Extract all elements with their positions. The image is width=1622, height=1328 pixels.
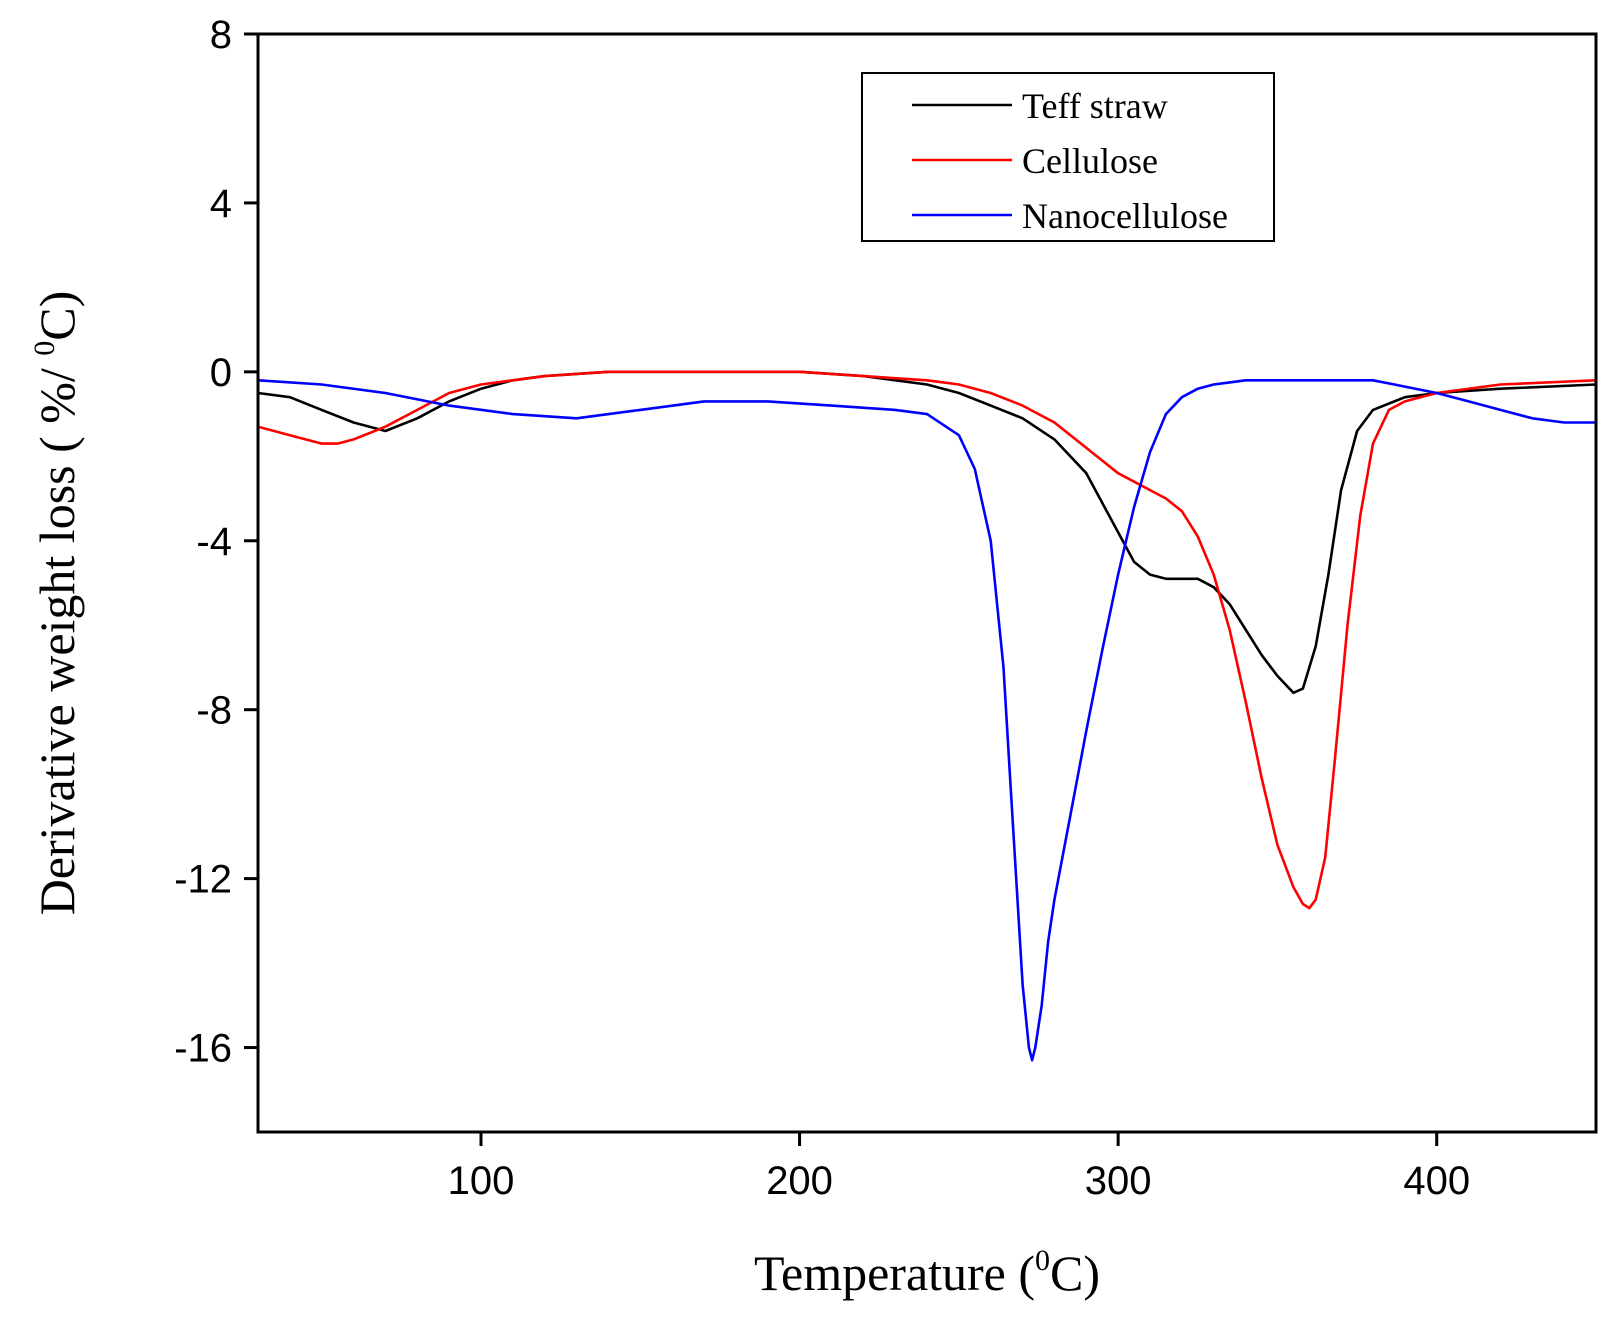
series-line-nanocellulose bbox=[258, 378, 1596, 1062]
y-axis-title-sup: 0 bbox=[28, 341, 61, 356]
legend-label-teff-straw: Teff straw bbox=[1022, 86, 1168, 126]
x-tick-label-200: 200 bbox=[766, 1159, 833, 1203]
y-axis-title-suffix: C) bbox=[29, 291, 85, 341]
x-tick-label-300: 300 bbox=[1085, 1159, 1152, 1203]
legend-label-cellulose: Cellulose bbox=[1022, 141, 1158, 181]
y-tick-label-8: 8 bbox=[210, 13, 232, 57]
x-axis-title-prefix: Temperature ( bbox=[754, 1245, 1035, 1301]
y-tick-label-0: 0 bbox=[210, 351, 232, 395]
y-axis-title: Derivative weight loss ( %/ 0C) bbox=[28, 291, 85, 916]
series-layer bbox=[258, 370, 1596, 1062]
series-line-cellulose bbox=[258, 370, 1596, 910]
y-tick-label--16: -16 bbox=[174, 1027, 232, 1071]
plot-frame bbox=[256, 32, 1598, 1134]
y-tick-label-4: 4 bbox=[210, 182, 232, 226]
legend-label-nanocellulose: Nanocellulose bbox=[1022, 196, 1228, 236]
x-axis-title: Temperature (0C) bbox=[754, 1244, 1100, 1301]
y-tick-label--8: -8 bbox=[196, 689, 232, 733]
x-tick-label-100: 100 bbox=[448, 1159, 515, 1203]
y-tick-label--12: -12 bbox=[174, 858, 232, 902]
x-axis-title-sup: 0 bbox=[1035, 1244, 1050, 1277]
ticks-layer: 100 200 300 400 8 4 0 -4 -8 -12 -16 bbox=[174, 13, 1470, 1203]
series-line-teff-straw bbox=[258, 370, 1596, 695]
legend-box bbox=[861, 72, 1275, 242]
legend: Teff straw Cellulose Nanocellulose bbox=[861, 72, 1275, 242]
x-axis-title-suffix: C) bbox=[1050, 1245, 1100, 1301]
x-tick-label-400: 400 bbox=[1403, 1159, 1470, 1203]
y-axis-title-prefix: Derivative weight loss ( %/ bbox=[29, 356, 85, 916]
y-tick-label--4: -4 bbox=[196, 520, 232, 564]
